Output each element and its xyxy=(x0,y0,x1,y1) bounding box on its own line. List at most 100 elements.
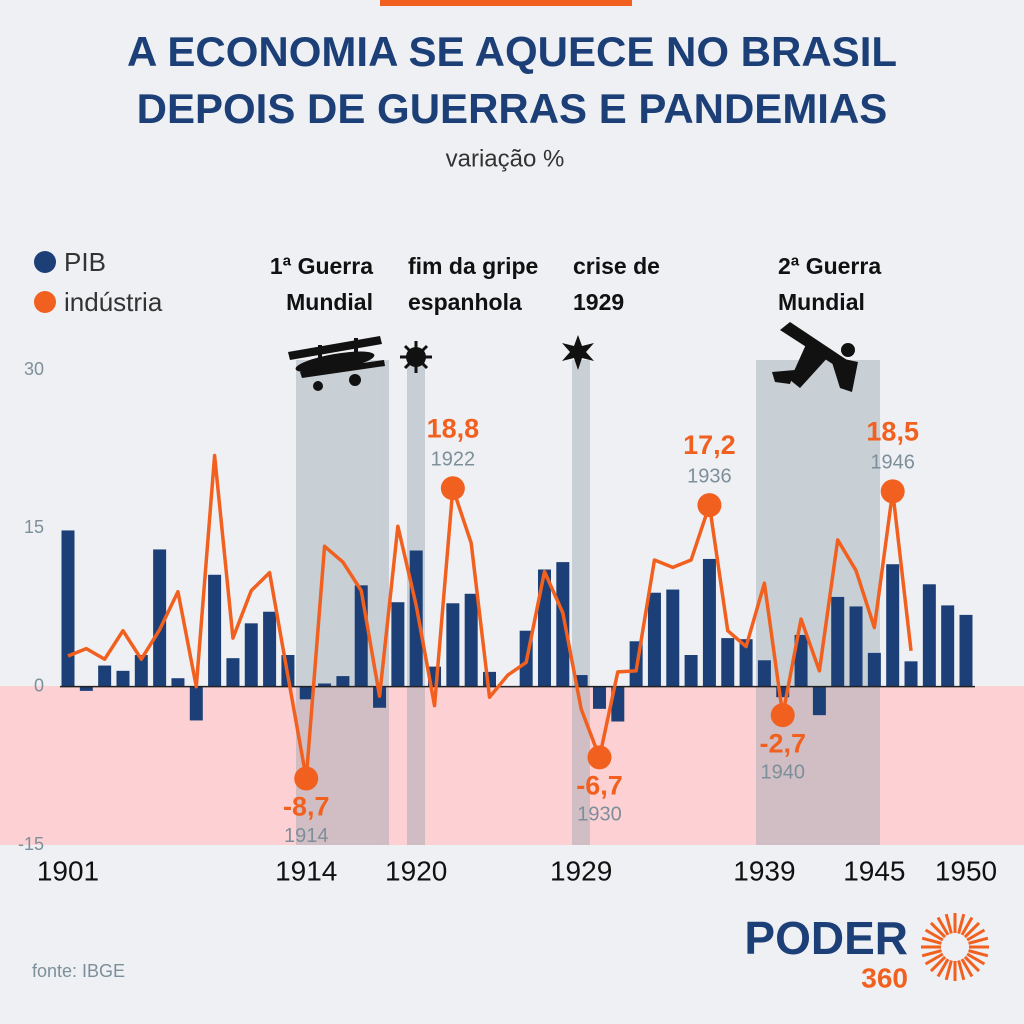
bar xyxy=(867,652,881,687)
bar xyxy=(922,584,936,687)
bar xyxy=(446,603,460,687)
y-tick-label: 15 xyxy=(24,517,44,537)
annotation: fim da gripe xyxy=(408,253,538,279)
source: fonte: IBGE xyxy=(32,961,125,981)
logo-ray xyxy=(968,936,989,945)
bar xyxy=(647,592,661,687)
data-label-year: 1914 xyxy=(284,825,329,847)
bar xyxy=(208,574,222,687)
highlight-point xyxy=(294,766,319,791)
bar xyxy=(959,614,973,687)
crash-icon xyxy=(562,335,594,370)
bar xyxy=(336,676,350,687)
bar xyxy=(244,623,258,687)
data-label-year: 1940 xyxy=(760,761,805,783)
x-tick-label: 1920 xyxy=(385,855,447,886)
annotation: 1ª Guerra xyxy=(270,253,373,279)
logo-ray xyxy=(966,928,986,942)
logo-ray xyxy=(921,949,942,958)
data-label: 18,5 xyxy=(866,417,919,447)
data-label-year: 1936 xyxy=(687,465,732,487)
period-shading xyxy=(296,360,880,845)
y-tick-label: -15 xyxy=(18,834,44,854)
annotation: 1929 xyxy=(573,289,624,315)
bar xyxy=(794,634,808,687)
logo-ray xyxy=(936,916,950,936)
data-label-year: 1946 xyxy=(870,452,915,474)
logo-ray xyxy=(963,921,981,939)
logo-ray xyxy=(957,913,966,934)
annotation: Mundial xyxy=(286,289,373,315)
bar xyxy=(574,675,588,687)
top-accent xyxy=(380,0,632,6)
data-label: 17,2 xyxy=(683,430,736,460)
x-tick-label: 1901 xyxy=(37,855,99,886)
bar xyxy=(134,655,148,687)
bar xyxy=(721,638,735,687)
logo-ray xyxy=(924,952,944,966)
annotation: Mundial xyxy=(778,289,865,315)
bar xyxy=(391,602,405,687)
bar xyxy=(776,686,790,698)
annotation: espanhola xyxy=(408,289,522,315)
bar xyxy=(812,686,826,716)
bar xyxy=(409,550,423,687)
bar xyxy=(98,665,112,687)
logo-ray xyxy=(966,952,986,966)
y-tick-label: 0 xyxy=(34,675,44,695)
logo-ray xyxy=(968,949,989,958)
bar xyxy=(904,661,918,687)
bar xyxy=(189,686,203,721)
bar xyxy=(464,593,478,687)
fighter-icon xyxy=(772,322,858,392)
bar xyxy=(757,660,771,687)
logo-ray xyxy=(944,960,953,981)
bar xyxy=(171,678,185,687)
logo-ray xyxy=(929,921,947,939)
logo-ray xyxy=(960,958,974,978)
data-label: -8,7 xyxy=(283,792,330,822)
bar xyxy=(226,658,240,687)
x-tick-label: 1929 xyxy=(550,855,612,886)
bar xyxy=(61,530,75,687)
biplane-icon xyxy=(288,336,385,391)
data-label-year: 1930 xyxy=(577,804,622,826)
data-label: -2,7 xyxy=(759,728,806,758)
bar xyxy=(79,686,93,691)
chart-title: DEPOIS DE GUERRAS E PANDEMIAS xyxy=(137,85,888,132)
x-tick-label: 1914 xyxy=(275,855,337,886)
bar xyxy=(592,686,606,709)
y-tick-label: 30 xyxy=(24,359,44,379)
bar xyxy=(556,562,570,687)
legend-label: indústria xyxy=(64,287,163,317)
logo-number: 360 xyxy=(861,962,908,993)
bar xyxy=(886,564,900,687)
logo-ray xyxy=(944,913,953,934)
bar xyxy=(263,611,277,687)
bar xyxy=(739,639,753,687)
logo-ray xyxy=(963,955,981,973)
bar xyxy=(537,569,551,687)
logo-text: PODER xyxy=(744,912,908,964)
legend-swatch xyxy=(34,291,56,313)
bar xyxy=(299,686,313,700)
subtitle: variação % xyxy=(446,145,565,172)
data-label: 18,8 xyxy=(427,413,480,443)
logo-ray xyxy=(957,960,966,981)
x-tick-label: 1950 xyxy=(935,855,997,886)
logo-ray xyxy=(960,916,974,936)
bar xyxy=(666,589,680,687)
annotation: 2ª Guerra xyxy=(778,253,881,279)
data-label-year: 1922 xyxy=(431,449,476,471)
data-label: -6,7 xyxy=(576,771,623,801)
logo-ray xyxy=(921,936,942,945)
bar xyxy=(318,683,332,687)
x-tick-label: 1939 xyxy=(733,855,795,886)
logo-ray xyxy=(936,958,950,978)
legend-swatch xyxy=(34,251,56,273)
highlight-point xyxy=(697,493,722,518)
legend-label: PIB xyxy=(64,247,106,277)
bar xyxy=(941,605,955,687)
